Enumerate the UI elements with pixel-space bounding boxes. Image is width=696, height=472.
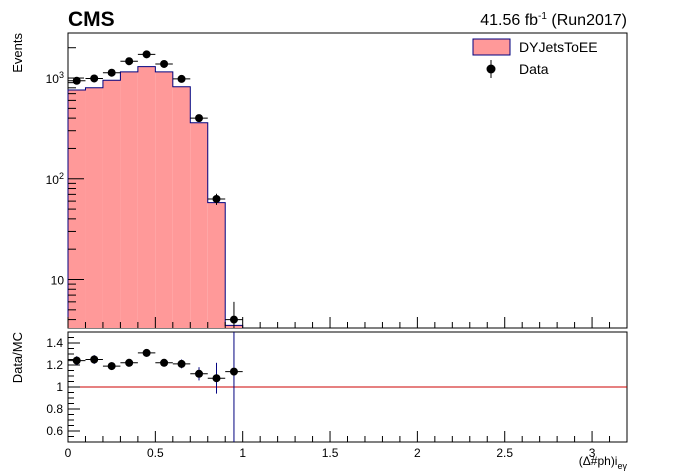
x-axis-title: (Δ#ph)ieγ: [579, 454, 628, 471]
mc-bin-bar: [155, 71, 173, 328]
data-points: [68, 50, 243, 328]
ratio-point: [125, 358, 134, 367]
ratio-y-tick-label: 1.2: [46, 358, 63, 372]
ratio-point: [177, 359, 186, 368]
x-tick-label: 1.5: [322, 446, 339, 460]
y-tick-label: 103: [46, 70, 64, 86]
ratio-x-axis: 0 0.5 1 1.5 2 2.5 3: [65, 431, 628, 460]
legend-mc-label: DYJetsToEE: [519, 39, 598, 55]
x-axis-title-subscript: eγ: [617, 461, 627, 471]
ratio-point: [229, 367, 238, 376]
data-point: [107, 68, 116, 77]
y-tick-label: 102: [46, 171, 64, 187]
ratio-point: [72, 356, 81, 365]
main-y-axis-title: Events: [10, 33, 25, 73]
lumi-exponent: -1: [538, 11, 547, 22]
x-axis-title-main: (Δ#ph)i: [579, 454, 618, 468]
x-tick-label: 0: [65, 446, 72, 460]
y-tick-label-exponent: 2: [59, 171, 64, 181]
mc-bin-bar: [172, 86, 191, 329]
mc-histogram: [67, 66, 244, 329]
ratio-y-axis: 0.6 0.8 1 1.2 1.4: [46, 331, 80, 443]
run-label: (Run2017): [551, 12, 627, 29]
data-point: [177, 74, 186, 83]
data-point: [125, 57, 134, 66]
ratio-y-tick-label: 0.6: [46, 424, 63, 438]
y-tick-label-exponent: 3: [59, 70, 64, 80]
data-point: [195, 114, 204, 123]
ratio-y-tick-label: 1.4: [46, 336, 63, 350]
data-point: [72, 76, 81, 85]
ratio-points: [68, 332, 243, 442]
ratio-point: [107, 362, 116, 371]
x-tick-label: 2: [414, 446, 421, 460]
x-tick-label: 1: [239, 446, 246, 460]
data-point: [90, 74, 99, 83]
mc-bin-bar: [68, 90, 86, 328]
data-point: [229, 315, 238, 324]
mc-bin-bar: [137, 66, 156, 328]
x-tick-label: 2.5: [496, 446, 513, 460]
ratio-y-tick-label: 0.8: [46, 402, 63, 416]
x-tick-label: 3: [589, 446, 596, 460]
lumi-value: 41.56 fb: [480, 12, 538, 29]
ratio-y-tick-label: 1: [56, 380, 63, 394]
luminosity-label: 41.56 fb-1 (Run2017): [480, 11, 627, 29]
main-x-ticks: [67, 317, 628, 328]
legend: DYJetsToEE Data: [472, 38, 598, 78]
data-point: [160, 59, 169, 68]
legend-data-label: Data: [519, 61, 549, 77]
data-point: [212, 194, 221, 203]
data-point: [142, 50, 151, 59]
ratio-point: [142, 348, 151, 357]
mc-bin-bar: [190, 122, 208, 328]
y-tick-label-base: 10: [51, 274, 65, 288]
mc-bin-bar: [102, 80, 121, 328]
x-tick-label: 0.5: [147, 446, 164, 460]
ratio-point: [90, 355, 99, 364]
ratio-point: [195, 369, 204, 378]
legend-mc-swatch: [472, 38, 511, 56]
y-tick-label-base: 10: [46, 173, 60, 187]
mc-bin-bar: [85, 87, 103, 328]
experiment-label: CMS: [68, 8, 115, 31]
y-tick-label: 10: [51, 274, 65, 288]
mc-bin-bar: [120, 71, 138, 328]
y-tick-label-base: 10: [46, 72, 60, 86]
ratio-point: [160, 358, 169, 367]
legend-data-marker: [486, 64, 496, 74]
ratio-point: [212, 374, 221, 383]
mc-bin-bar: [207, 202, 226, 328]
ratio-y-axis-title: Data/MC: [10, 332, 25, 383]
